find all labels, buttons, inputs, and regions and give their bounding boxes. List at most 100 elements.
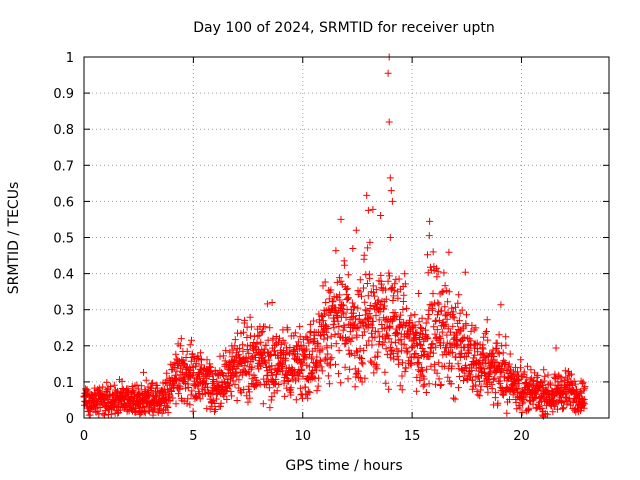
data-point xyxy=(343,296,351,303)
data-point xyxy=(384,332,392,340)
data-point xyxy=(263,367,271,375)
data-point xyxy=(476,363,484,371)
data-point xyxy=(144,390,152,398)
data-point xyxy=(234,315,242,323)
data-point xyxy=(382,286,390,294)
data-point xyxy=(197,349,205,357)
data-point xyxy=(291,329,299,337)
data-point xyxy=(581,383,589,391)
data-point xyxy=(437,334,445,342)
data-point xyxy=(329,320,337,328)
data-point xyxy=(403,304,411,312)
data-point xyxy=(463,311,470,319)
plot-frame xyxy=(83,56,610,419)
data-point xyxy=(206,360,214,368)
data-point xyxy=(418,314,426,322)
data-point xyxy=(327,286,335,294)
y-tick-label: 0.8 xyxy=(53,123,74,138)
data-point xyxy=(182,354,190,361)
data-point xyxy=(195,380,203,388)
data-point xyxy=(438,328,446,336)
data-point xyxy=(345,294,352,302)
data-point xyxy=(325,311,333,319)
data-point xyxy=(253,340,261,348)
data-point xyxy=(440,362,448,370)
data-point xyxy=(354,304,362,312)
data-point xyxy=(401,280,409,288)
data-point xyxy=(188,387,196,395)
data-point xyxy=(294,350,301,358)
data-point xyxy=(245,388,253,396)
data-point xyxy=(483,328,490,335)
data-point xyxy=(513,385,521,393)
data-point xyxy=(261,323,269,331)
data-point xyxy=(428,340,436,348)
data-point xyxy=(552,344,560,352)
data-point xyxy=(360,328,368,336)
y-tick-label: 0 xyxy=(66,412,74,427)
data-point xyxy=(366,238,374,246)
data-point xyxy=(359,360,367,368)
x-tick-label: 10 xyxy=(294,429,311,444)
data-point xyxy=(380,305,388,313)
data-point xyxy=(350,303,358,311)
data-point xyxy=(168,388,175,395)
data-point xyxy=(473,387,481,395)
data-point xyxy=(364,244,372,252)
data-point xyxy=(415,290,423,297)
data-point xyxy=(433,369,441,377)
data-point xyxy=(450,394,457,402)
data-point xyxy=(413,373,421,381)
data-point xyxy=(452,303,459,311)
data-point xyxy=(337,277,345,285)
data-point xyxy=(304,375,311,382)
data-point xyxy=(163,386,171,393)
data-point xyxy=(394,294,402,302)
data-point xyxy=(99,383,107,391)
data-point xyxy=(364,206,372,214)
data-point xyxy=(383,330,390,338)
data-point xyxy=(191,392,199,400)
data-point xyxy=(303,345,311,353)
data-point xyxy=(506,350,514,358)
data-point xyxy=(390,292,398,300)
data-point xyxy=(439,288,447,295)
data-point xyxy=(495,331,503,339)
data-point xyxy=(517,356,525,364)
data-point xyxy=(315,374,323,382)
data-point xyxy=(118,377,126,385)
data-point xyxy=(440,269,448,277)
data-point xyxy=(317,363,325,371)
data-point xyxy=(277,340,285,348)
data-point xyxy=(360,347,368,355)
data-point xyxy=(417,341,425,349)
data-point xyxy=(407,312,415,320)
axes: 00.10.20.30.40.50.60.70.80.910 5 10 15 20 xyxy=(53,51,609,444)
data-point xyxy=(328,354,336,362)
data-point xyxy=(544,389,552,397)
data-point xyxy=(268,362,276,370)
data-point xyxy=(447,328,454,336)
data-point xyxy=(324,334,331,342)
data-point xyxy=(399,306,407,313)
data-point xyxy=(321,310,329,318)
data-point xyxy=(418,363,426,371)
data-point xyxy=(443,315,451,323)
data-point xyxy=(377,212,385,219)
data-point xyxy=(244,398,252,406)
data-point xyxy=(221,357,229,365)
data-point xyxy=(461,268,469,276)
data-point xyxy=(438,288,446,296)
data-point xyxy=(477,382,485,390)
data-point xyxy=(429,306,436,314)
data-point xyxy=(541,372,549,380)
data-point xyxy=(176,382,184,390)
data-point xyxy=(360,284,367,292)
data-point xyxy=(442,320,450,328)
data-point xyxy=(292,396,300,404)
data-point xyxy=(433,273,441,281)
data-point xyxy=(488,349,496,357)
data-point xyxy=(568,370,575,378)
data-point xyxy=(193,394,201,402)
